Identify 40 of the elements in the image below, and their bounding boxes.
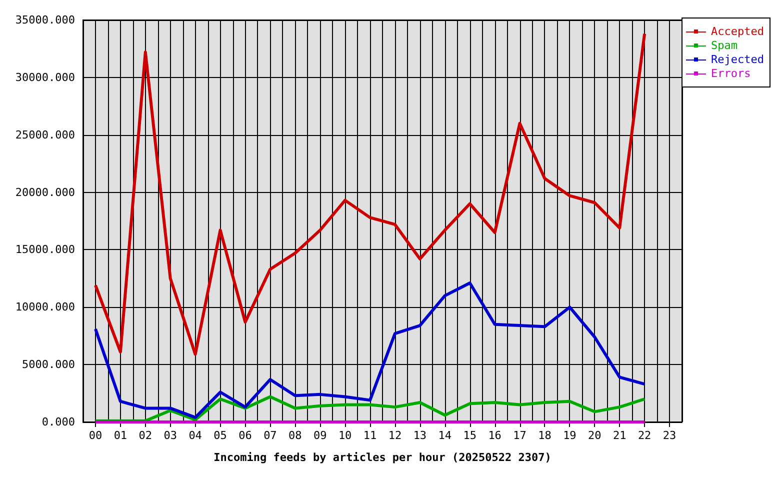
y-tick-label: 10000.000 xyxy=(15,300,75,314)
x-tick-label: 09 xyxy=(313,429,327,442)
x-tick-label: 14 xyxy=(438,429,452,442)
x-axis-title: Incoming feeds by articles per hour (20250522 2307) xyxy=(214,451,552,464)
x-tick-label: 05 xyxy=(214,429,227,442)
x-tick-label: 11 xyxy=(363,429,377,442)
x-tick-label: 01 xyxy=(114,429,128,442)
line-series xyxy=(94,395,646,422)
y-tick-label: 35000.000 xyxy=(15,14,75,26)
x-tick-label: 04 xyxy=(188,429,202,442)
x-tick-label: 10 xyxy=(338,429,352,442)
line-series xyxy=(94,282,646,419)
x-tick-label: 06 xyxy=(238,429,252,442)
x-tick-label: 13 xyxy=(413,429,427,442)
x-tick-label: 07 xyxy=(264,429,277,442)
x-tick-label: 03 xyxy=(164,429,177,442)
x-tick-label: 08 xyxy=(288,429,302,442)
y-tick-label: 25000.000 xyxy=(15,128,75,142)
legend-label: Accepted xyxy=(711,25,764,38)
x-tick-label: 02 xyxy=(138,429,152,442)
y-tick-label: 15000.000 xyxy=(15,243,75,256)
x-tick-label: 21 xyxy=(612,429,626,442)
legend-label: Spam xyxy=(711,39,738,52)
y-tick-label: 30000.000 xyxy=(15,70,75,84)
y-tick-label: 20000.000 xyxy=(15,186,75,199)
x-tick-label: 20 xyxy=(588,429,602,442)
legend-label: Rejected xyxy=(711,53,764,66)
x-tick-label: 12 xyxy=(388,429,402,442)
x-tick-label: 17 xyxy=(513,429,526,442)
x-tick-label: 19 xyxy=(563,429,576,442)
line-series xyxy=(94,32,646,356)
x-tick-label: 23 xyxy=(662,429,676,442)
y-tick-label: 0.000 xyxy=(42,416,75,428)
legend-label: Errors xyxy=(711,67,751,80)
x-tick-label: 15 xyxy=(463,429,476,442)
x-tick-label: 22 xyxy=(638,429,652,442)
x-tick-label: 00 xyxy=(88,429,102,442)
x-tick-label: 16 xyxy=(488,429,502,442)
x-tick-label: 18 xyxy=(538,429,552,442)
y-tick-label: 5000.000 xyxy=(22,358,75,372)
